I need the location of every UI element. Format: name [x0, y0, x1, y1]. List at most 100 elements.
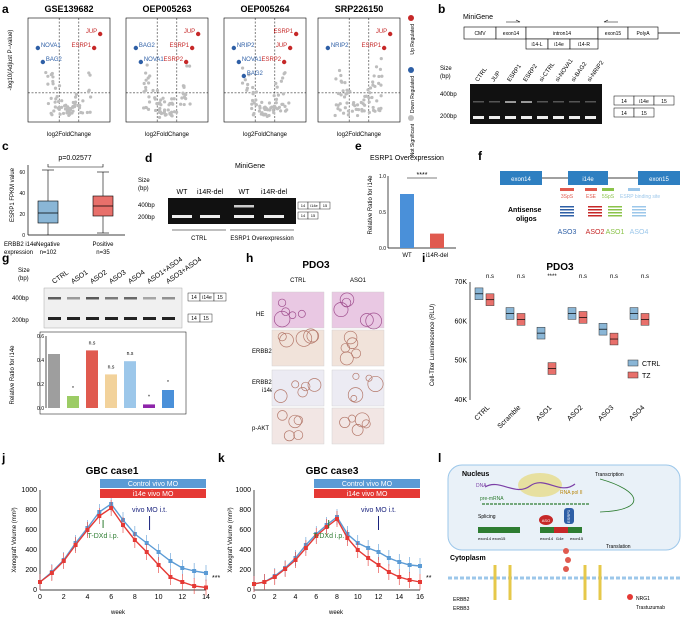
volcano-point-ns: [379, 94, 383, 98]
tick-label: 200: [25, 567, 37, 574]
box-negative: [37, 169, 59, 235]
volcano-point-ns: [167, 103, 171, 107]
svg-text:Translation: Translation: [606, 544, 631, 550]
volcano-point-ns: [243, 78, 247, 82]
volcano-point-ns: [379, 83, 383, 87]
series-line: [253, 517, 421, 585]
volcano-point-ns: [89, 95, 93, 99]
legend-box: [314, 479, 420, 488]
volcano-point-ns: [80, 111, 85, 115]
gel-lane-label: ASO3: [108, 269, 127, 286]
tick-label: 40K: [455, 397, 468, 404]
volcano-point-ns: [60, 99, 64, 103]
data-point: [262, 580, 267, 584]
volcano-point-ns: [370, 95, 374, 100]
svg-text:DNA: DNA: [476, 483, 487, 489]
volcano-point-ns: [374, 65, 379, 69]
volcano-point-ns: [333, 113, 337, 118]
volcano-point-ns: [380, 74, 384, 78]
svg-text:Cell-Titer Luminescence (RLU): Cell-Titer Luminescence (RLU): [430, 304, 436, 386]
volcano-point-ns: [153, 96, 157, 100]
gel-lane-label: ESRP1: [507, 63, 524, 83]
tick-label: 0.0: [37, 406, 44, 412]
volcano-point-ns: [348, 89, 352, 93]
tick-label: 600: [239, 527, 251, 534]
data-point: [38, 580, 42, 584]
data-point: [61, 559, 66, 563]
tick-label: 0.4: [37, 358, 44, 364]
oligo-mark: [588, 209, 602, 211]
svg-text:PolyA: PolyA: [636, 31, 650, 37]
tick-label: 0: [33, 587, 37, 594]
volcano-point-ns: [81, 99, 85, 103]
volcano-point-ns: [151, 88, 155, 93]
volcano-title: OEP005264: [240, 4, 289, 14]
data-point: [121, 523, 125, 527]
svg-text:i14-L: i14-L: [531, 42, 542, 48]
tick-label: 4: [85, 594, 89, 601]
svg-text:ESRP1 Overexpression: ESRP1 Overexpression: [230, 236, 293, 242]
tick-label: 0: [247, 587, 251, 594]
volcano-point-ns: [144, 71, 148, 75]
volcano-point-ns: [281, 102, 285, 106]
svg-text:3SpS: 3SpS: [561, 194, 574, 200]
volcano-point-ns: [368, 91, 372, 95]
gene-label-down: NOVA1: [242, 57, 263, 63]
volcano-xlabel: log2FoldChange: [47, 132, 92, 138]
oligo-mark: [632, 215, 646, 217]
ihc-structure: [277, 298, 287, 307]
volcano-point-ns: [250, 102, 254, 106]
volcano-point-up: [293, 31, 299, 37]
exon15-box: [638, 171, 680, 185]
volcano-point-up: [91, 45, 97, 51]
panel-letter-h: h: [246, 251, 253, 265]
bar: [430, 233, 444, 248]
volcano-point-ns: [61, 111, 66, 116]
tick-label: 10: [155, 594, 163, 601]
tick-label: 2: [273, 594, 277, 601]
svg-text:14: 14: [301, 213, 306, 218]
tick-label: 2: [62, 594, 66, 601]
volcano-point-ns: [88, 110, 92, 114]
data-point: [303, 546, 308, 550]
volcano-point-ns: [275, 85, 279, 89]
volcano-point-ns: [341, 111, 346, 115]
data-point: [366, 556, 371, 560]
volcano-point-ns: [367, 110, 371, 115]
sig-label: n.s: [517, 274, 525, 280]
gel-band: [473, 116, 484, 119]
volcano-point-ns: [279, 79, 283, 83]
svg-text:(bp): (bp): [18, 276, 29, 282]
gel-lane-label: CTRL: [475, 66, 489, 83]
data-point: [168, 559, 173, 563]
volcano-point-ns: [350, 109, 354, 113]
volcano-point-ns: [51, 82, 55, 86]
svg-text:i14e: i14e: [639, 99, 649, 105]
sig-label: n.s: [610, 274, 618, 280]
box-category: Scramble: [497, 404, 523, 430]
volcano-point-ns: [377, 81, 381, 86]
box-category: ASO2: [566, 404, 584, 422]
volcano-point-ns: [371, 108, 376, 112]
legend-label: i14e vivo MO: [347, 491, 388, 498]
volcano-point-ns: [272, 111, 276, 115]
volcano-point-ns: [159, 103, 163, 107]
gene-label-down: NOVA1: [144, 57, 165, 63]
ihc-structure: [347, 387, 364, 403]
data-point: [324, 525, 329, 529]
volcano-point-ns: [274, 81, 278, 86]
svg-text:(bp): (bp): [440, 74, 451, 80]
ihc-structure: [307, 378, 322, 392]
receptor-left: [493, 565, 512, 600]
svg-text:40: 40: [19, 191, 25, 197]
volcano-point-ns: [276, 93, 281, 97]
gene-label-down: NOVA1: [41, 43, 62, 49]
volcano-point-ns: [281, 76, 285, 80]
volcano-point-ns: [87, 71, 91, 75]
data-point: [85, 528, 90, 532]
minigene-construct: CMV exon14 intron14 i14-L i14e i14-R exo…: [463, 19, 680, 50]
sig-label: n.s: [89, 340, 96, 346]
data-point: [386, 556, 391, 560]
oligo-label: ASO3: [558, 229, 577, 236]
